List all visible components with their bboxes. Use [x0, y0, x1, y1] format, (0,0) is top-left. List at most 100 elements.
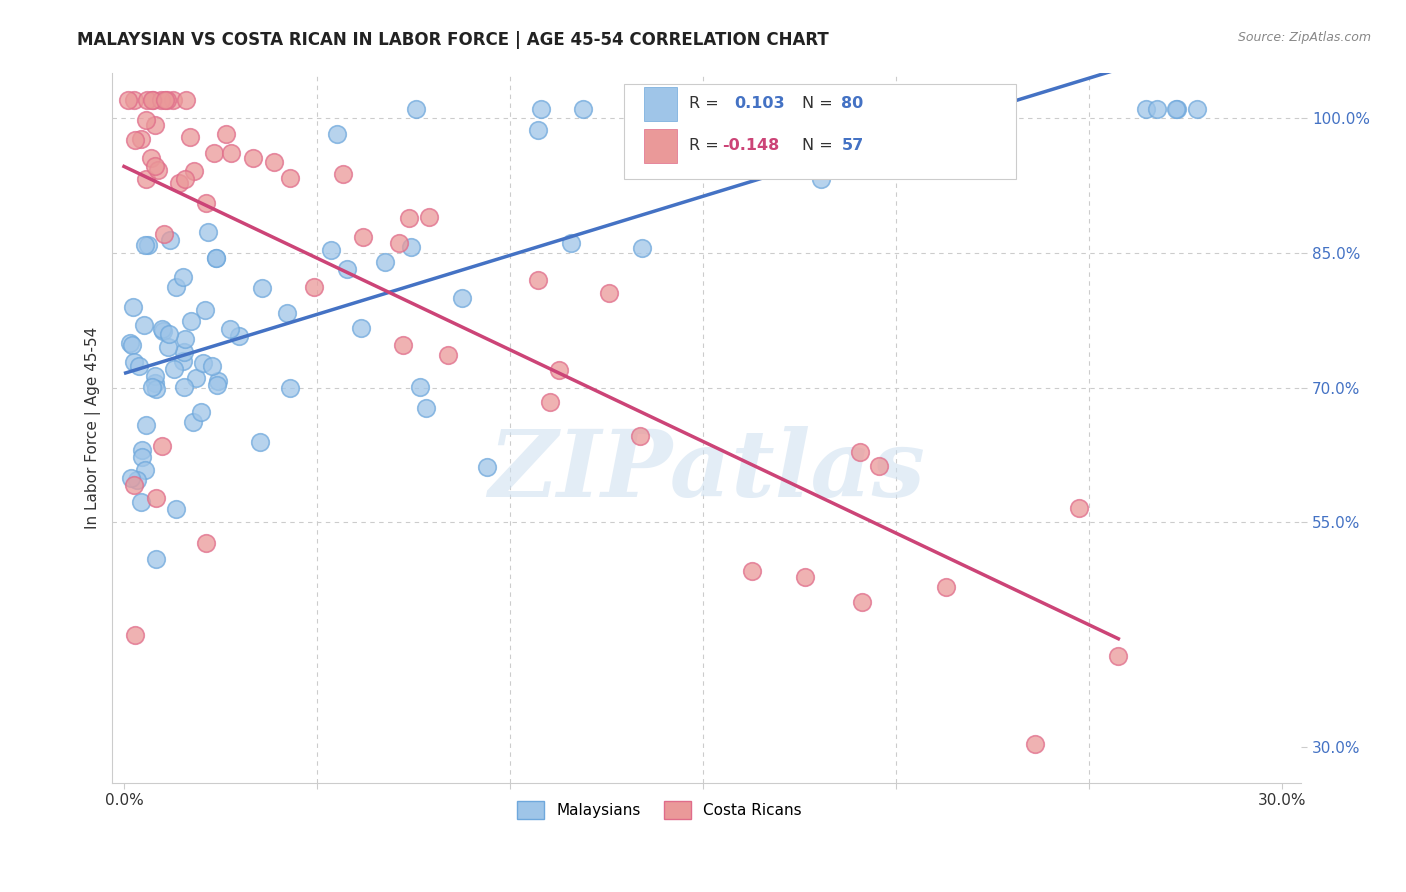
- Point: [974, 102, 997, 116]
- Point: [399, 240, 422, 254]
- Point: [263, 154, 285, 169]
- Point: [136, 93, 159, 107]
- Point: [628, 428, 651, 442]
- Point: [352, 230, 374, 244]
- Point: [128, 359, 150, 374]
- Point: [202, 146, 225, 161]
- Point: [336, 261, 359, 276]
- Point: [143, 119, 166, 133]
- Point: [201, 359, 224, 373]
- Point: [121, 337, 143, 351]
- Text: R =: R =: [689, 138, 724, 153]
- Point: [167, 176, 190, 190]
- Point: [183, 163, 205, 178]
- Point: [242, 151, 264, 165]
- Point: [173, 172, 195, 186]
- Point: [319, 243, 342, 257]
- Point: [190, 405, 212, 419]
- Point: [195, 535, 218, 549]
- Point: [325, 127, 347, 141]
- Point: [548, 363, 571, 377]
- Point: [398, 211, 420, 226]
- Point: [129, 495, 152, 509]
- Point: [842, 102, 865, 116]
- Point: [156, 93, 179, 107]
- Legend: Malaysians, Costa Ricans: Malaysians, Costa Ricans: [510, 796, 808, 825]
- Point: [143, 376, 166, 390]
- Point: [166, 280, 188, 294]
- Text: -0.148: -0.148: [723, 138, 780, 153]
- Point: [1146, 102, 1168, 116]
- Text: 80: 80: [841, 96, 863, 112]
- Point: [153, 93, 176, 107]
- Point: [392, 338, 415, 352]
- Point: [278, 171, 301, 186]
- Point: [228, 329, 250, 343]
- Point: [332, 167, 354, 181]
- Point: [146, 162, 169, 177]
- FancyBboxPatch shape: [644, 128, 678, 162]
- Text: N =: N =: [801, 138, 838, 153]
- Point: [415, 401, 437, 416]
- Point: [374, 255, 396, 269]
- Point: [409, 380, 432, 394]
- Point: [477, 460, 499, 475]
- Point: [204, 252, 226, 266]
- Text: N =: N =: [801, 96, 838, 112]
- Point: [183, 415, 205, 429]
- Point: [1024, 737, 1046, 751]
- Point: [1067, 501, 1090, 516]
- Point: [195, 196, 218, 211]
- Point: [530, 102, 553, 116]
- Point: [124, 93, 146, 107]
- Point: [124, 628, 146, 642]
- Point: [125, 473, 148, 487]
- Point: [145, 491, 167, 505]
- Point: [219, 321, 242, 335]
- Text: 0.103: 0.103: [734, 96, 785, 112]
- Point: [129, 132, 152, 146]
- Point: [278, 382, 301, 396]
- Point: [405, 102, 427, 116]
- Point: [1185, 102, 1208, 116]
- Text: MALAYSIAN VS COSTA RICAN IN LABOR FORCE | AGE 45-54 CORRELATION CHART: MALAYSIAN VS COSTA RICAN IN LABOR FORCE …: [77, 31, 830, 49]
- Point: [450, 291, 472, 305]
- Point: [741, 564, 763, 578]
- Point: [207, 378, 229, 392]
- Point: [117, 93, 139, 107]
- Point: [191, 356, 214, 370]
- Point: [135, 113, 157, 128]
- Point: [205, 251, 228, 265]
- Point: [131, 442, 153, 457]
- Point: [120, 471, 142, 485]
- Point: [134, 237, 156, 252]
- Point: [141, 380, 163, 394]
- Point: [538, 394, 561, 409]
- Point: [141, 93, 163, 107]
- Point: [868, 458, 890, 473]
- Point: [935, 580, 957, 594]
- Point: [145, 552, 167, 566]
- Point: [143, 159, 166, 173]
- Text: R =: R =: [689, 96, 724, 112]
- Point: [221, 145, 243, 160]
- Point: [157, 326, 180, 341]
- Point: [794, 570, 817, 584]
- Point: [350, 321, 373, 335]
- Point: [153, 227, 176, 241]
- Point: [179, 129, 201, 144]
- Point: [741, 102, 763, 116]
- Point: [1135, 102, 1157, 116]
- Point: [163, 362, 186, 376]
- Point: [418, 210, 440, 224]
- Point: [143, 369, 166, 384]
- FancyBboxPatch shape: [644, 87, 678, 121]
- Point: [560, 235, 582, 250]
- Point: [135, 418, 157, 433]
- Point: [122, 300, 145, 314]
- Point: [851, 595, 873, 609]
- Point: [302, 280, 325, 294]
- Point: [124, 133, 146, 147]
- Point: [173, 380, 195, 394]
- Point: [862, 102, 884, 116]
